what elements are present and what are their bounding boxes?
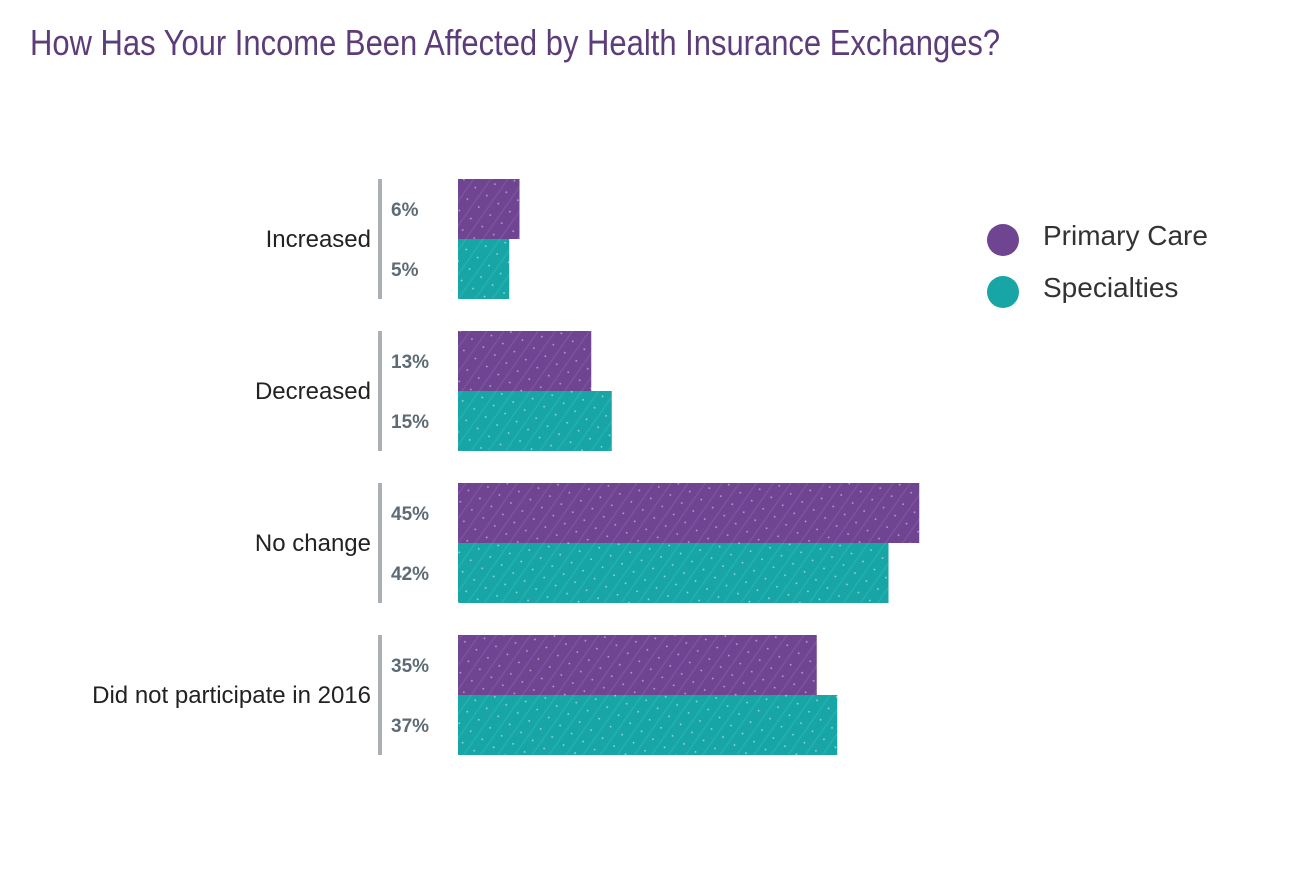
value-label-primary-care: 6% — [391, 200, 419, 221]
value-label-specialties: 37% — [391, 716, 429, 737]
value-label-primary-care: 13% — [391, 352, 429, 373]
bar-group-decreased: Decreased 13% 15% — [255, 331, 612, 451]
value-label-specialties: 42% — [391, 564, 429, 585]
bar-specialties-no-change — [458, 543, 889, 603]
value-label-specialties: 15% — [391, 412, 429, 433]
bar-specialties-increased — [458, 239, 510, 299]
value-label-primary-care: 35% — [391, 656, 429, 677]
bar-primary-care-increased — [458, 179, 520, 239]
bar-primary-care-did-not-participate-in-2016 — [458, 635, 817, 695]
category-label: Decreased — [255, 378, 371, 405]
value-label-primary-care: 45% — [391, 504, 429, 525]
chart-title: How Has Your Income Been Affected by Hea… — [30, 22, 1001, 63]
category-label: Did not participate in 2016 — [92, 682, 371, 709]
bar-group-no-change: No change 45% 42% — [255, 483, 920, 603]
bar-specialties-decreased — [458, 391, 612, 451]
bar-primary-care-decreased — [458, 331, 592, 391]
bar-group-increased: Increased 6% 5% — [266, 179, 520, 299]
legend-label: Primary Care — [1043, 220, 1208, 251]
legend-item-specialties: Specialties — [987, 272, 1178, 308]
bar-specialties-did-not-participate-in-2016 — [458, 695, 838, 755]
value-label-specialties: 5% — [391, 260, 419, 281]
legend-label: Specialties — [1043, 272, 1178, 303]
legend-item-primary-care: Primary Care — [987, 220, 1208, 256]
bar-group-did-not-participate-in-2016: Did not participate in 2016 35% 37% — [92, 635, 838, 755]
category-label: No change — [255, 530, 371, 557]
legend-swatch-icon — [987, 224, 1019, 256]
category-label: Increased — [266, 226, 371, 253]
bar-primary-care-no-change — [458, 483, 920, 543]
legend-swatch-icon — [987, 276, 1019, 308]
